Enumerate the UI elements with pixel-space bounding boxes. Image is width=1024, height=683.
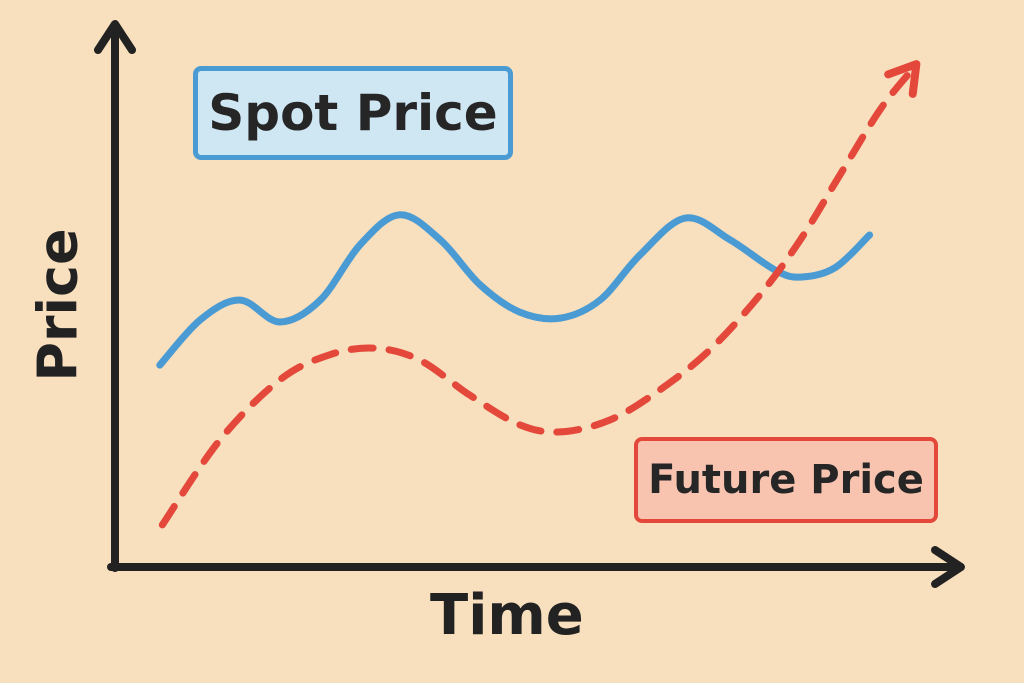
y-axis-label: Price (26, 228, 90, 382)
legend-spot-price: Spot Price (193, 66, 513, 160)
x-axis-arrow-icon (931, 546, 965, 588)
series-line-0 (156, 211, 874, 369)
series-line-1 (158, 68, 914, 529)
x-axis (107, 546, 965, 588)
series-arrow-icon (884, 60, 921, 98)
y-axis-arrow-icon (94, 20, 136, 54)
x-axis-label: Time (430, 583, 584, 648)
legend-future-price: Future Price (634, 437, 938, 523)
y-axis (94, 20, 136, 572)
